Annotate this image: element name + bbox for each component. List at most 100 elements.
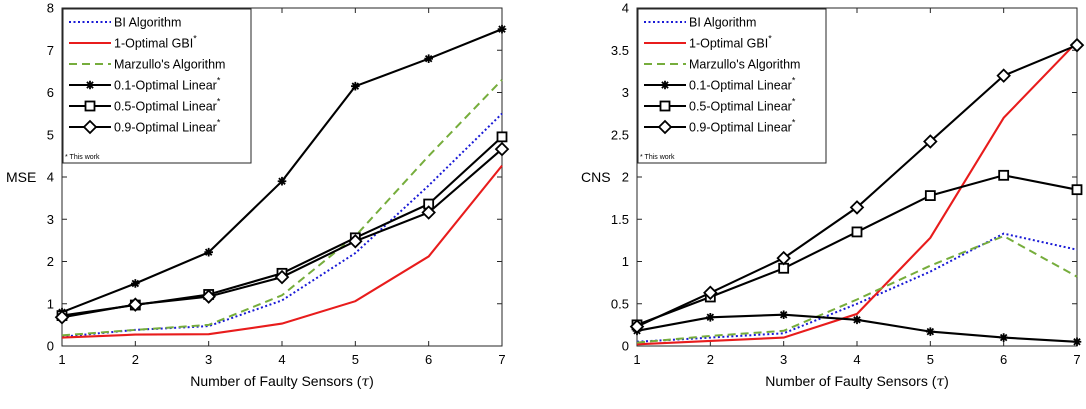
x-tick-label: 2 [132, 352, 139, 367]
x-tick-label: 6 [425, 352, 432, 367]
marker-diamond [996, 68, 1011, 83]
legend-entry-label: 0.1-Optimal Linear [689, 79, 792, 93]
y-tick-label: 1 [622, 254, 629, 269]
marker-diamond [421, 205, 436, 220]
legend-entry: BI Algorithm [689, 16, 756, 30]
series-5 [631, 169, 1083, 331]
series-line [636, 232, 1078, 343]
x-tick-label: 1 [58, 352, 65, 367]
marker-square [1071, 184, 1083, 196]
x-axis-label-text: Number of Faulty Sensors ( [765, 373, 937, 389]
series-line [61, 112, 503, 338]
series-6 [629, 37, 1085, 334]
legend-entry-sup: * [792, 118, 796, 128]
legend-entry-sup: * [768, 34, 772, 44]
legend-entry: 0.1-Optimal Linear* [689, 76, 796, 93]
x-tick-label: 3 [780, 352, 787, 367]
legend-entry-sup: * [792, 76, 796, 86]
series-3 [636, 234, 1078, 344]
legend-entry: 0.9-Optimal Linear* [114, 118, 221, 135]
y-tick-label: 7 [47, 43, 54, 58]
x-tick-label: 5 [352, 352, 359, 367]
y-tick-label: 2 [47, 254, 54, 269]
series-line [636, 174, 1078, 326]
marker-diamond [274, 269, 290, 285]
marker-diamond [348, 233, 363, 249]
marker-asterisk [926, 327, 935, 336]
y-tick-label: 5 [47, 127, 54, 142]
marker-diamond [1069, 37, 1085, 53]
marker-diamond [629, 319, 645, 334]
series-line [61, 148, 503, 319]
series-line [636, 41, 1078, 346]
x-tick-label: 6 [1000, 352, 1007, 367]
y-tick-label: 3 [47, 212, 54, 227]
legend-entry: Marzullo's Algorithm [114, 58, 225, 72]
series-line [61, 79, 503, 337]
legend-entry: 0.1-Optimal Linear* [114, 76, 221, 93]
marker-asterisk [1072, 337, 1082, 347]
marker-asterisk [424, 54, 433, 63]
x-tick-label: 4 [853, 352, 860, 367]
legend-note: * This work [640, 154, 675, 161]
y-tick-label: 1 [47, 296, 54, 311]
marker-diamond [82, 119, 98, 135]
y-axis-label: MSE [6, 169, 36, 185]
legend-entry-sup: * [792, 97, 796, 107]
legend-entry: 0.5-Optimal Linear* [689, 97, 796, 114]
legend-entry: 1-Optimal GBI* [114, 34, 197, 51]
x-axis-label-text: Number of Faulty Sensors ( [190, 373, 362, 389]
marker-square [998, 169, 1010, 181]
x-axis-label-close: ) [944, 373, 949, 389]
y-tick-label: 0.5 [611, 296, 629, 311]
x-tick-label: 1 [633, 352, 640, 367]
legend-entry-label: BI Algorithm [689, 16, 756, 30]
marker-asterisk [706, 312, 715, 322]
x-tick-label: 5 [927, 352, 934, 367]
legend-entry-label: 0.5-Optimal Linear [114, 100, 217, 114]
marker-square [496, 131, 508, 143]
legend-entry-label: 0.5-Optimal Linear [689, 100, 792, 114]
marker-asterisk [351, 81, 360, 91]
y-tick-label: 0 [622, 339, 629, 354]
legend-entry-label: 0.9-Optimal Linear [114, 121, 217, 135]
marker-diamond [923, 134, 938, 149]
marker-square [851, 226, 863, 238]
marker-asterisk [204, 247, 213, 257]
legend-entry-sup: * [193, 34, 197, 44]
marker-diamond [776, 250, 791, 266]
marker-square [924, 190, 936, 201]
series-line [61, 164, 503, 339]
x-tick-label: 4 [278, 352, 285, 367]
legend-entry-sup: * [217, 76, 221, 86]
legend-entry-label: 0.1-Optimal Linear [114, 79, 217, 93]
marker-asterisk [660, 80, 670, 90]
legend: BI Algorithm 1-Optimal GBI* Marzullo's Alg… [62, 8, 252, 164]
marker-asterisk [999, 333, 1008, 342]
legend-entry-label: 0.9-Optimal Linear [689, 121, 792, 135]
marker-diamond [128, 297, 143, 312]
marker-square [84, 100, 96, 112]
legend-entry-sup: * [217, 97, 221, 107]
series-1 [61, 112, 503, 338]
legend-entry: 1-Optimal GBI* [689, 34, 772, 51]
y-tick-label: 4 [622, 1, 629, 16]
marker-diamond [657, 119, 673, 135]
marker-asterisk [85, 80, 95, 90]
marker-asterisk [277, 176, 287, 186]
x-tick-label: 7 [1073, 352, 1080, 367]
series-line [636, 234, 1078, 344]
marker-diamond [54, 309, 70, 325]
x-tick-label: 3 [205, 352, 212, 367]
marker-asterisk [779, 310, 788, 320]
y-tick-label: 3 [622, 85, 629, 100]
legend-entry-label: BI Algorithm [114, 16, 181, 30]
legend-entry: Marzullo's Algorithm [689, 58, 800, 72]
y-tick-label: 8 [47, 1, 54, 16]
x-axis-label-symbol: τ [936, 374, 944, 390]
x-axis-label: Number of Faulty Sensors (τ) [765, 373, 949, 390]
x-axis-label-symbol: τ [361, 374, 369, 390]
series-3 [61, 79, 503, 337]
marker-diamond [849, 200, 865, 215]
x-axis-label: Number of Faulty Sensors (τ) [190, 373, 374, 390]
